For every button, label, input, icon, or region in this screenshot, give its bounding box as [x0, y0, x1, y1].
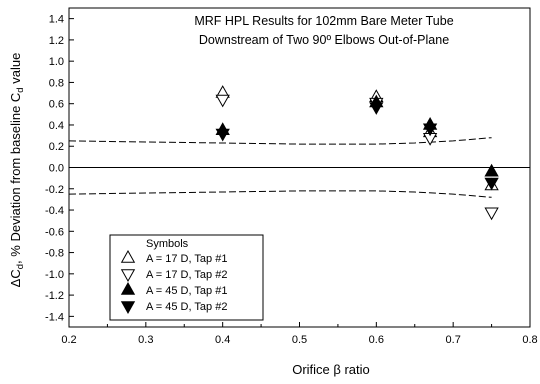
y-tick-label: 1.2 — [49, 35, 64, 47]
data-points — [215, 85, 499, 221]
legend: Symbols A = 17 D, Tap #1 A = 17 D, Tap #… — [109, 234, 264, 321]
x-tick-label: 0.3 — [138, 334, 153, 346]
data-point-series-2 — [484, 207, 499, 221]
legend-marker-3 — [120, 281, 136, 295]
data-point-series-3 — [484, 163, 499, 177]
uncertainty-band-lower — [68, 190, 492, 198]
legend-label-45d-tap1: A = 45 D, Tap #1 — [146, 285, 227, 297]
legend-marker-2 — [120, 269, 136, 283]
legend-box — [109, 234, 264, 321]
y-tick-label: -1.0 — [45, 269, 64, 281]
x-tick-label: 0.8 — [522, 334, 537, 346]
axis-ticks: 0.2 0.3 0.4 0.5 0.6 0.7 0.8 1.4 1.2 1.0 0.8 0.6 0.4 0… — [45, 14, 538, 346]
y-tick-label: 0.8 — [49, 77, 64, 89]
x-tick-label: 0.7 — [446, 334, 461, 346]
data-point-series-4 — [215, 128, 230, 142]
y-axis-title: ΔCd, % Deviation from baseline Cd value — [8, 53, 26, 288]
y-tick-label: -0.2 — [45, 184, 64, 196]
data-point-series-4 — [369, 102, 384, 115]
y-tick-label: -0.4 — [45, 205, 64, 217]
y-tick-label: -0.6 — [45, 226, 64, 238]
legend-label-17d-tap1: A = 17 D, Tap #1 — [146, 253, 227, 265]
y-tick-label: 0.2 — [49, 141, 64, 153]
x-tick-label: 0.2 — [61, 334, 76, 346]
legend-title: Symbols — [146, 238, 189, 250]
chart-title-line-1: MRF HPL Results for 102mm Bare Meter Tub… — [194, 14, 453, 28]
legend-marker-1 — [120, 249, 136, 263]
y-tick-label: 1.0 — [49, 56, 64, 68]
data-point-series-2 — [215, 94, 230, 108]
x-tick-label: 0.5 — [292, 334, 307, 346]
y-tick-label: 1.4 — [49, 14, 64, 26]
legend-markers — [120, 249, 136, 315]
data-point-series-4 — [484, 177, 499, 191]
legend-label-17d-tap2: A = 17 D, Tap #2 — [146, 269, 227, 281]
y-tick-label: -1.2 — [45, 290, 64, 302]
y-tick-label: -0.8 — [45, 248, 64, 260]
y-tick-label: 0.4 — [49, 120, 64, 132]
y-tick-label: 0.0 — [49, 163, 64, 175]
data-point-series-4 — [422, 123, 438, 137]
x-tick-label: 0.6 — [369, 334, 384, 346]
x-tick-label: 0.4 — [215, 334, 230, 346]
y-tick-label: 0.6 — [49, 99, 64, 111]
legend-label-45d-tap2: A = 45 D, Tap #2 — [146, 301, 227, 313]
legend-marker-4 — [120, 301, 136, 315]
y-tick-label: -1.4 — [45, 311, 64, 323]
x-axis-title: Orifice β ratio — [292, 362, 370, 377]
chart-title-line-2: Downstream of Two 90º Elbows Out-of-Plan… — [199, 33, 449, 47]
